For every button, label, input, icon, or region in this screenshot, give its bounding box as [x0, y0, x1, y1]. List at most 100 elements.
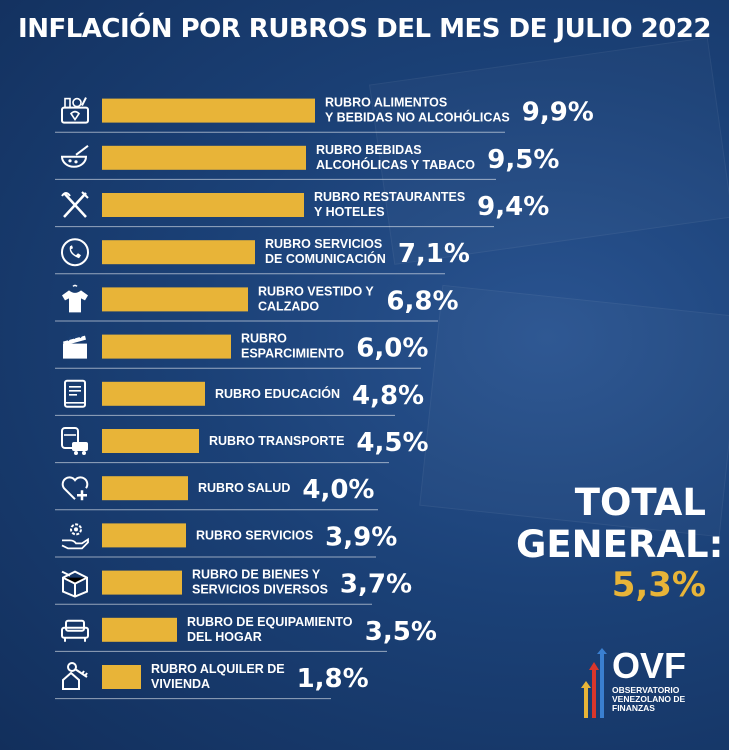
chart-row: RUBRO EDUCACIÓN 4,8%	[55, 379, 424, 416]
category-label: RUBRO SALUD	[198, 481, 290, 495]
value-label: 1,8%	[297, 664, 369, 694]
logo-sub-line: VENEZOLANO DE	[612, 694, 686, 704]
logo-subtitle: OBSERVATORIO VENEZOLANO DE FINANZAS	[612, 686, 722, 713]
fork-knife-icon	[61, 191, 89, 218]
chart-row: RUBRO RESTAURANTES Y HOTELES 9,4%	[55, 190, 549, 228]
bar	[102, 617, 177, 642]
bar	[102, 145, 306, 170]
logo-arrows-icon	[581, 648, 607, 718]
category-label-line: RUBRO VESTIDO Y	[258, 284, 374, 298]
category-label-line: ALCOHÓLICAS Y TABACO	[316, 157, 475, 172]
category-label-line: SERVICIOS DIVERSOS	[192, 583, 328, 597]
bar	[102, 193, 304, 217]
category-label: RUBRO ALQUILER DE VIVIENDA	[151, 662, 285, 691]
category-label-line: ESPARCIMIENTO	[241, 347, 344, 361]
sofa-icon	[61, 619, 89, 642]
category-label-line: Y BEBIDAS NO ALCOHÓLICAS	[325, 110, 510, 125]
category-label-line: RUBRO SERVICIOS	[196, 528, 313, 542]
total-line-2: GENERAL:	[516, 523, 724, 566]
chart-row: RUBRO DE EQUIPAMIENTO DEL HOGAR 3,5%	[55, 615, 437, 652]
drink-bowl-icon	[60, 145, 89, 168]
ovf-logo: OVF OBSERVATORIO VENEZOLANO DE FINANZAS	[580, 648, 720, 718]
logo-sub-line: OBSERVATORIO	[612, 685, 680, 695]
bar	[102, 240, 255, 265]
category-label-line: RUBRO BEBIDAS	[316, 143, 422, 157]
category-label: RUBRO VESTIDO Y CALZADO	[258, 284, 374, 313]
category-label-line: VIVIENDA	[151, 677, 210, 691]
value-label: 3,7%	[340, 570, 412, 600]
book-icon	[64, 379, 86, 408]
value-label: 7,1%	[398, 239, 470, 269]
category-label-line: DEL HOGAR	[187, 630, 262, 644]
bus-car-icon	[61, 427, 88, 455]
category-label-line: CALZADO	[258, 299, 319, 313]
category-label: RUBRO SERVICIOS DE COMUNICACIÓN	[265, 237, 386, 266]
category-label: RUBRO DE BIENES Y SERVICIOS DIVERSOS	[192, 568, 328, 597]
value-label: 3,5%	[365, 617, 437, 647]
chart-row: RUBRO SERVICIOS DE COMUNICACIÓN 7,1%	[55, 237, 470, 275]
value-label: 4,8%	[352, 381, 424, 411]
category-label-line: RUBRO ALQUILER DE	[151, 662, 285, 676]
house-key-icon	[62, 662, 88, 690]
total-general-value: 5,3%	[611, 565, 706, 605]
grocery-basket-icon	[61, 97, 89, 124]
logo-sub-line: FINANZAS	[612, 703, 655, 713]
category-label: RUBRO SERVICIOS	[196, 528, 313, 542]
bar	[102, 429, 199, 453]
bar	[102, 381, 205, 406]
category-label-line: DE COMUNICACIÓN	[265, 251, 386, 266]
category-label-line: RUBRO	[241, 332, 287, 346]
category-label-line: RUBRO TRANSPORTE	[209, 434, 344, 448]
category-label-line: RUBRO RESTAURANTES	[314, 190, 465, 204]
category-label-line: RUBRO ALIMENTOS	[325, 96, 447, 110]
value-label: 6,8%	[386, 286, 458, 316]
shirt-icon	[62, 284, 88, 313]
chart-row: RUBRO ALIMENTOS Y BEBIDAS NO ALCOHÓLICAS 9…	[55, 96, 594, 133]
total-line-1: TOTAL	[574, 481, 706, 524]
chart-row: RUBRO BEBIDAS ALCOHÓLICAS Y TABACO 9,5%	[55, 143, 559, 180]
logo-acronym: OVF	[612, 645, 687, 686]
phone-icon	[61, 238, 89, 267]
chart-row: RUBRO TRANSPORTE 4,5%	[55, 427, 429, 464]
total-general-label: TOTAL GENERAL:	[516, 481, 724, 566]
heart-plus-icon	[61, 476, 89, 501]
category-label: RUBRO ALIMENTOS Y BEBIDAS NO ALCOHÓLICAS	[325, 96, 510, 125]
chart-row: RUBRO DE BIENES Y SERVICIOS DIVERSOS 3,7%	[55, 568, 412, 605]
category-label: RUBRO TRANSPORTE	[209, 434, 344, 448]
bar	[102, 287, 248, 312]
clapperboard-icon	[63, 333, 87, 359]
category-label-line: RUBRO DE BIENES Y	[192, 568, 321, 582]
chart-row: RUBRO SERVICIOS 3,9%	[55, 522, 397, 558]
bar	[102, 334, 231, 359]
box-icon	[61, 570, 88, 598]
chart-title: INFLACIÓN POR RUBROS DEL MES DE JULIO 20…	[18, 14, 711, 44]
value-label: 4,0%	[302, 475, 374, 505]
value-label: 9,4%	[477, 192, 549, 222]
bar	[102, 665, 141, 689]
bar	[102, 98, 315, 123]
category-label: RUBRO EDUCACIÓN	[215, 386, 340, 401]
bar	[102, 476, 188, 501]
category-label-line: RUBRO EDUCACIÓN	[215, 386, 340, 401]
chart-row: RUBRO ALQUILER DE VIVIENDA 1,8%	[55, 662, 369, 700]
category-label: RUBRO RESTAURANTES Y HOTELES	[314, 190, 465, 219]
value-label: 9,9%	[522, 98, 594, 128]
category-label: RUBRO DE EQUIPAMIENTO DEL HOGAR	[187, 615, 353, 644]
category-label-line: RUBRO DE EQUIPAMIENTO	[187, 615, 353, 629]
bar	[102, 523, 186, 548]
category-label-line: RUBRO SERVICIOS	[265, 237, 382, 251]
chart-row: RUBRO ESPARCIMIENTO 6,0%	[55, 332, 428, 369]
value-label: 3,9%	[325, 522, 397, 552]
bar	[102, 570, 182, 595]
category-label: RUBRO ESPARCIMIENTO	[241, 332, 344, 361]
value-label: 9,5%	[487, 145, 559, 175]
chart-row: RUBRO VESTIDO Y CALZADO 6,8%	[55, 284, 459, 322]
chart-row: RUBRO SALUD 4,0%	[55, 475, 378, 511]
gear-hand-icon	[61, 523, 89, 550]
category-label-line: RUBRO SALUD	[198, 481, 290, 495]
value-label: 6,0%	[356, 334, 428, 364]
category-label-line: Y HOTELES	[314, 205, 385, 219]
category-label: RUBRO BEBIDAS ALCOHÓLICAS Y TABACO	[316, 143, 475, 172]
